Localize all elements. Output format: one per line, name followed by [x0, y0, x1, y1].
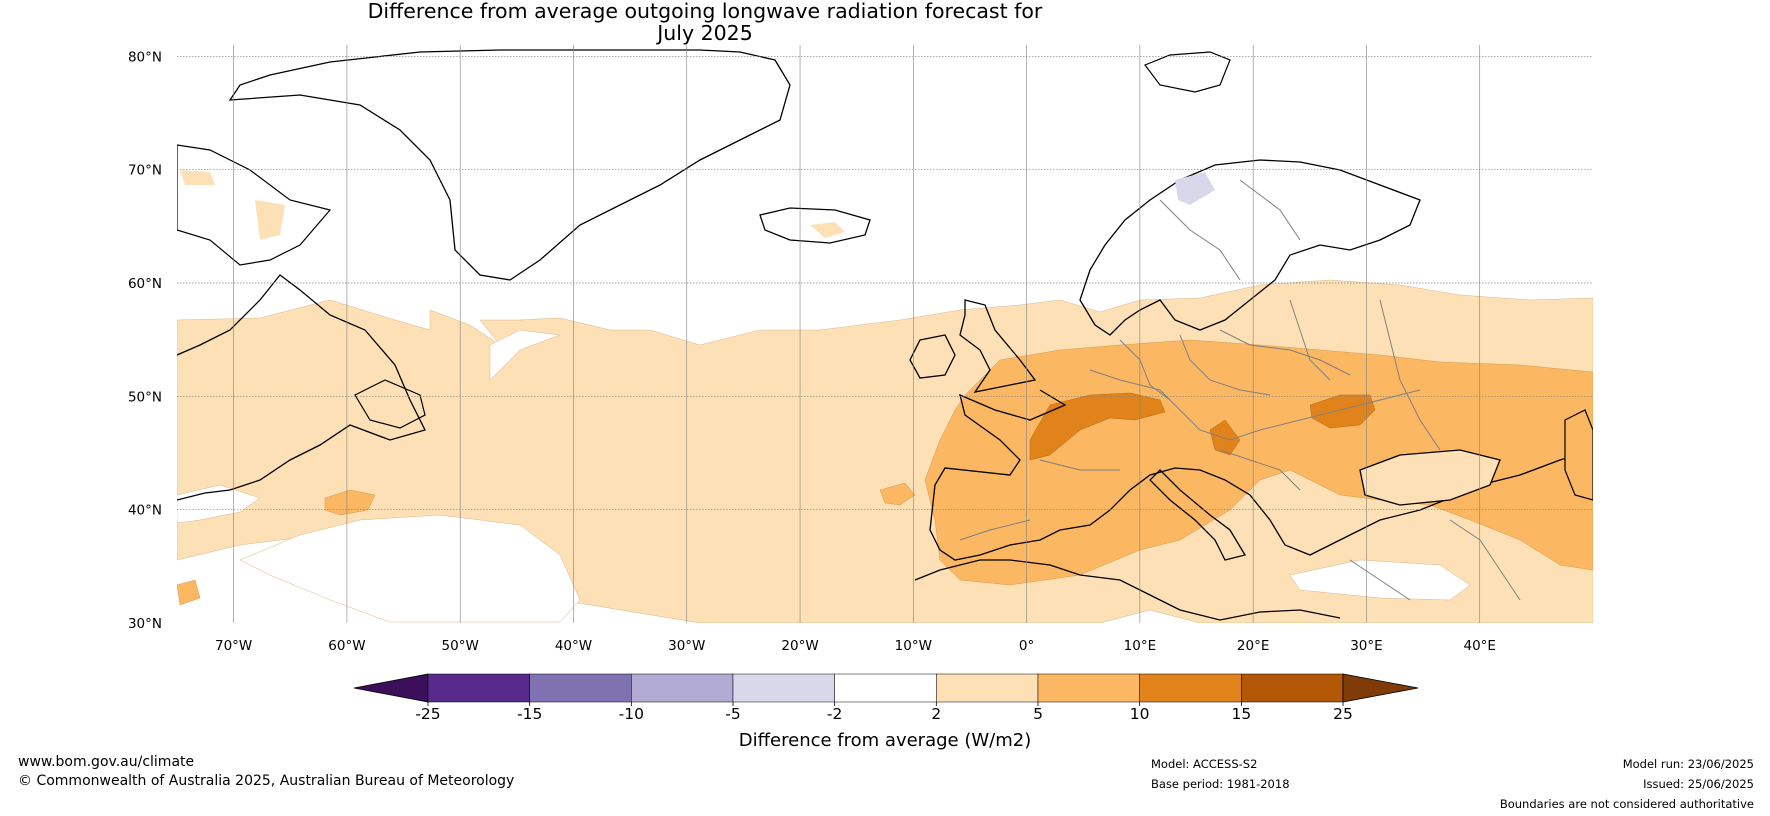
colorbar-segment	[732, 673, 835, 703]
europe-coastline	[929, 389, 1593, 561]
neutral-gap-north	[489, 329, 561, 381]
lon-label: 60°W	[328, 638, 365, 654]
baffin-anomaly-1	[180, 170, 215, 185]
lon-label: 40°W	[555, 638, 592, 654]
great-britain-outline	[959, 299, 1037, 393]
lon-label: 70°W	[215, 638, 252, 654]
lat-label: 40°N	[128, 503, 162, 519]
disclaimer-text: Boundaries are not considered authoritat…	[1499, 797, 1754, 811]
ireland-outline	[909, 334, 956, 379]
lon-label: 10°W	[895, 638, 932, 654]
issued-text: Issued: 25/06/2025	[1643, 777, 1754, 791]
copyright-text: © Commonwealth of Australia 2025, Austra…	[18, 773, 515, 789]
anomaly-region-strong-ukraine	[1309, 394, 1376, 429]
anomaly-region-strong-balkans	[1209, 419, 1241, 456]
lat-label: 80°N	[128, 49, 162, 65]
lat-label: 30°N	[128, 616, 162, 632]
colorbar-tick-label: 10	[1130, 705, 1150, 723]
colorbar-segment	[834, 673, 937, 703]
lon-label: 30°E	[1350, 638, 1382, 654]
colorbar-segment	[631, 673, 734, 703]
lon-label: 20°W	[781, 638, 818, 654]
anomaly-region-medium-southwest	[177, 579, 201, 606]
colorbar: -25 -15 -10 -5 -2 2 5 10 15 25	[353, 673, 1419, 723]
colorbar-tick-label: 25	[1333, 705, 1353, 723]
map-plot-area	[177, 49, 1593, 623]
latitude-labels: 80°N 70°N 60°N 50°N 40°N 30°N	[128, 49, 162, 632]
baffin-outline	[177, 144, 332, 266]
colorbar-segment	[936, 673, 1039, 703]
colorbar-tick-label: -5	[725, 705, 740, 723]
greenland-outline	[228, 49, 791, 281]
lat-label: 60°N	[128, 276, 162, 292]
lon-label: 20°E	[1237, 638, 1269, 654]
north-africa-coastline	[914, 559, 1341, 621]
colorbar-tick-label: 15	[1231, 705, 1251, 723]
map-title-line1: Difference from average outgoing longwav…	[367, 0, 1043, 23]
colorbar-tick-label: -25	[415, 705, 440, 723]
model-text: Model: ACCESS-S2	[1151, 757, 1258, 771]
lon-label: 40°E	[1463, 638, 1495, 654]
italy-outline	[1149, 469, 1247, 561]
colorbar-tick-label: -15	[517, 705, 542, 723]
base-period-text: Base period: 1981-2018	[1151, 777, 1290, 791]
colorbar-tick-label: 2	[931, 705, 941, 723]
lon-label: 10°E	[1124, 638, 1156, 654]
iceland-anomaly	[810, 222, 845, 238]
colorbar-tick-label: -2	[827, 705, 842, 723]
colorbar-segment	[529, 673, 632, 703]
colorbar-title: Difference from average (W/m2)	[739, 730, 1031, 751]
gridlines	[177, 45, 1593, 623]
map-title-line2: July 2025	[657, 21, 753, 45]
newfoundland-outline	[354, 379, 426, 429]
map-title: Difference from average outgoing longwav…	[0, 0, 1410, 44]
colorbar-segment	[427, 673, 530, 703]
lon-label: 30°W	[668, 638, 705, 654]
colorbar-segment	[1241, 673, 1344, 703]
colorbar-segment	[1139, 673, 1242, 703]
svalbard-outline	[1144, 51, 1231, 93]
neutral-gap-ocean	[239, 514, 581, 623]
north-america-coastline	[177, 274, 426, 501]
footer-left: www.bom.gov.au/climate © Commonwealth of…	[18, 753, 514, 791]
lat-label: 50°N	[128, 389, 162, 405]
colorbar-extend-low	[353, 673, 429, 703]
website-link[interactable]: www.bom.gov.au/climate	[18, 754, 195, 770]
footer-middle: Model: ACCESS-S2 Base period: 1981-2018	[1151, 754, 1290, 794]
caspian-sea-outline	[1564, 409, 1593, 501]
footer-right: Model run: 23/06/2025 Issued: 25/06/2025…	[1500, 754, 1754, 814]
scandinavia-snow	[1175, 172, 1215, 205]
longitude-labels: 70°W 60°W 50°W 40°W 30°W 20°W 10°W 0° 10°E 20°E 30…	[215, 638, 1496, 654]
colorbar-tick-label: -10	[619, 705, 644, 723]
black-sea-outline	[1359, 449, 1501, 506]
lon-label: 50°W	[442, 638, 479, 654]
scandinavia-coastline	[1079, 159, 1421, 336]
lat-label: 70°N	[128, 163, 162, 179]
colorbar-segment	[1037, 673, 1140, 703]
baffin-anomaly-2	[255, 200, 285, 240]
lon-label: 0°	[1019, 638, 1034, 654]
model-run-text: Model run: 23/06/2025	[1622, 757, 1754, 771]
anomaly-region-medium-north-atlantic-2	[879, 482, 916, 506]
colorbar-tick-label: 5	[1033, 705, 1043, 723]
national-borders	[959, 179, 1521, 601]
colorbar-extend-high	[1342, 673, 1419, 703]
